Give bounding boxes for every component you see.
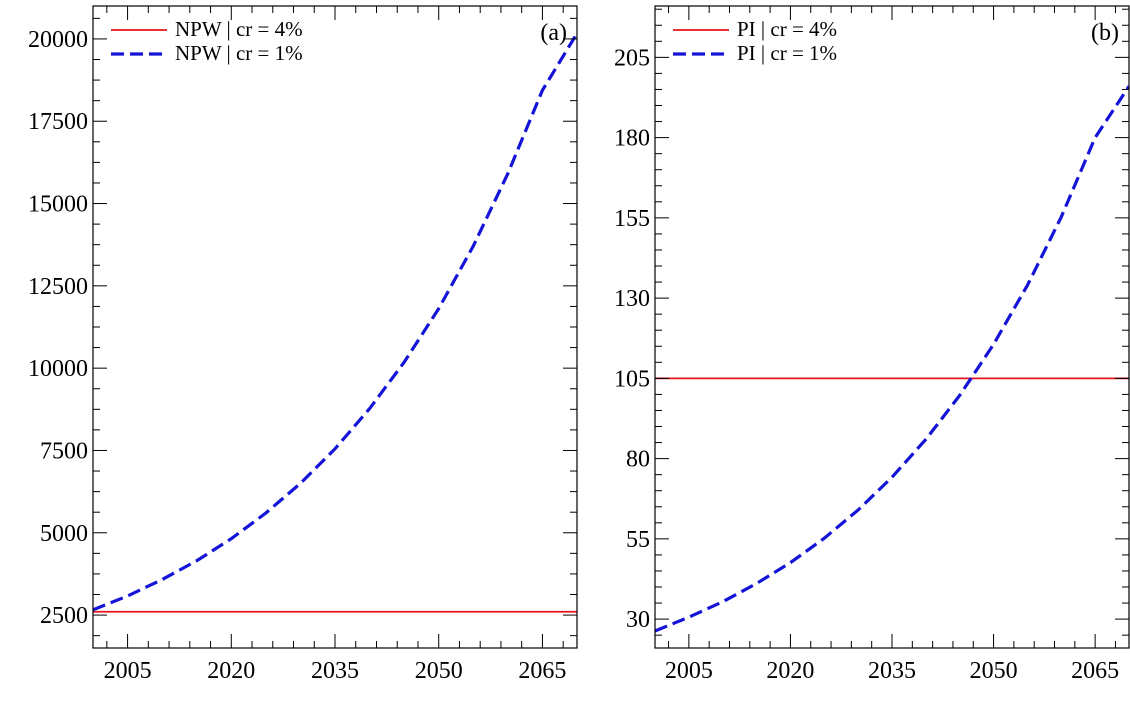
y-tick-label: 80 <box>626 447 650 473</box>
y-tick-label: 12500 <box>28 274 88 300</box>
legend-label-0: PI | cr = 4% <box>737 17 837 41</box>
y-tick-label: 130 <box>614 286 650 312</box>
y-tick-label: 10000 <box>28 356 88 382</box>
y-tick-label: 155 <box>614 206 650 232</box>
legend-label-0: NPW | cr = 4% <box>175 17 303 41</box>
legend: PI | cr = 4%PI | cr = 1% <box>673 17 837 65</box>
y-tick-label: 180 <box>614 126 650 152</box>
x-tick-label: 2020 <box>766 658 814 684</box>
axes-frame <box>92 5 578 649</box>
x-tick-label: 2065 <box>1071 658 1119 684</box>
axes-frame <box>654 5 1130 649</box>
y-tick-label: 2500 <box>40 603 88 629</box>
legend-label-1: NPW | cr = 1% <box>175 41 303 65</box>
y-tick-label: 17500 <box>28 109 88 135</box>
legend: NPW | cr = 4%NPW | cr = 1% <box>111 17 303 65</box>
panel-label: (b) <box>1091 20 1119 46</box>
series-line-1 <box>93 32 577 612</box>
y-tick-label: 55 <box>626 527 650 553</box>
x-tick-label: 2035 <box>868 658 916 684</box>
series-line-1 <box>655 85 1129 633</box>
x-tick-label: 2065 <box>518 658 566 684</box>
y-tick-label: 30 <box>626 607 650 633</box>
x-tick-label: 2005 <box>665 658 713 684</box>
y-tick-label: 5000 <box>40 521 88 547</box>
x-tick-label: 2050 <box>415 658 463 684</box>
y-tick-label: 205 <box>614 45 650 71</box>
x-tick-label: 2020 <box>207 658 255 684</box>
x-tick-label: 2050 <box>970 658 1018 684</box>
x-tick-label: 2005 <box>104 658 152 684</box>
legend-label-1: PI | cr = 1% <box>737 41 837 65</box>
plot-area <box>93 32 577 613</box>
panel-pi: 2005 2020 2035 2050 2065 30 55 80 105 130 155 180 20… <box>614 5 1130 684</box>
y-tick-label: 20000 <box>28 27 88 53</box>
plot-area <box>655 85 1129 633</box>
panel-npw: 2005 2020 2035 2050 2065 2500 5000 7500 10000 125… <box>28 5 578 684</box>
panel-label: (a) <box>540 20 567 46</box>
x-tick-label: 2035 <box>311 658 359 684</box>
y-tick-label: 105 <box>614 366 650 392</box>
y-tick-label: 15000 <box>28 192 88 218</box>
y-tick-label: 7500 <box>40 438 88 464</box>
